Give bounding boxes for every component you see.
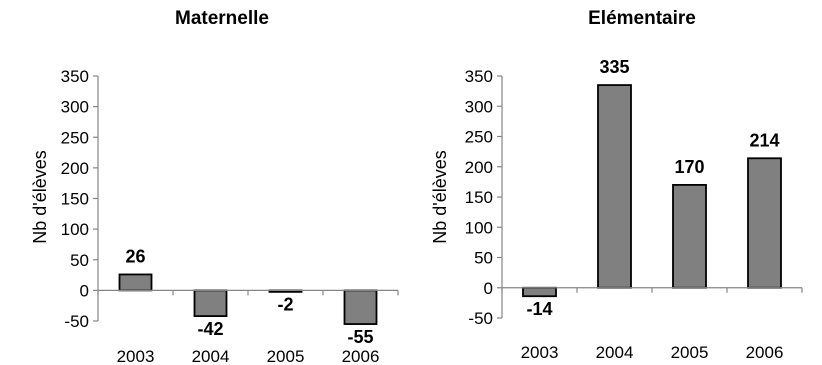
bar-2004 <box>597 84 632 289</box>
y-tick-label: 300 <box>61 98 89 117</box>
bar-2006 <box>343 289 378 325</box>
bar-2003 <box>522 286 557 298</box>
data-label: -14 <box>526 299 552 319</box>
y-tick-label: 100 <box>465 218 493 237</box>
data-label: -55 <box>347 327 373 347</box>
y-tick-label: -50 <box>468 309 493 328</box>
x-tick-label: 2003 <box>521 343 559 362</box>
chart-title: Maternelle <box>175 8 269 29</box>
y-tick-label: 250 <box>61 128 89 147</box>
y-tick-label: -50 <box>64 312 89 331</box>
x-tick-label: 2003 <box>117 347 155 365</box>
data-label: 26 <box>125 246 145 266</box>
data-label: -2 <box>277 295 293 315</box>
data-label: -42 <box>197 319 223 339</box>
y-tick-label: 50 <box>474 249 493 268</box>
y-tick-label: 350 <box>465 67 493 86</box>
y-tick-label: 350 <box>61 67 89 86</box>
chart-elementaire: Elémentaire Nb d'élèves 350 300 250 200 150 1… <box>430 8 803 362</box>
x-tick-label: 2005 <box>267 347 305 365</box>
y-tick-label: 0 <box>80 281 89 300</box>
bar-2003 <box>118 273 153 292</box>
y-tick-label: 150 <box>465 188 493 207</box>
y-tick-label: 300 <box>465 97 493 116</box>
x-tick-label: 2004 <box>596 343 634 362</box>
y-axis-label: Nb d'élèves <box>430 150 450 244</box>
y-tick-label: 200 <box>61 159 89 178</box>
data-label: 335 <box>599 57 629 77</box>
y-tick-label: 100 <box>61 220 89 239</box>
chart-title: Elémentaire <box>588 8 696 29</box>
x-tick-label: 2006 <box>746 343 784 362</box>
data-label: 170 <box>674 157 704 177</box>
y-axis-label: Nb d'élèves <box>30 150 50 244</box>
y-tick-label: 150 <box>61 190 89 209</box>
data-label: 214 <box>749 130 779 150</box>
y-tick-label: 250 <box>465 128 493 147</box>
bar-2004 <box>193 289 228 318</box>
x-tick-label: 2006 <box>342 347 380 365</box>
bar-2006 <box>747 157 782 289</box>
y-tick-label: 0 <box>484 279 493 298</box>
x-tick-label: 2004 <box>192 347 230 365</box>
y-tick-label: 200 <box>465 158 493 177</box>
y-tick-label: 50 <box>70 251 89 270</box>
x-tick-label: 2005 <box>671 343 709 362</box>
chart-maternelle: Maternelle Nb d'élèves 350 300 250 200 150 10… <box>30 8 399 365</box>
bar-2005 <box>672 183 707 289</box>
